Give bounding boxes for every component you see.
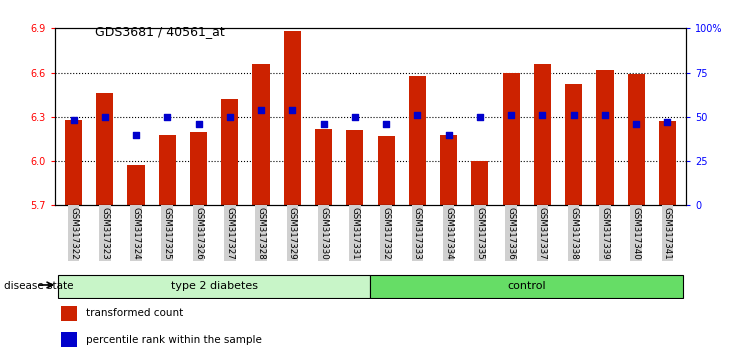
Point bbox=[537, 112, 548, 118]
Bar bbox=[315, 129, 332, 205]
Text: percentile rank within the sample: percentile rank within the sample bbox=[86, 335, 262, 345]
Point bbox=[318, 121, 329, 127]
Text: GSM317340: GSM317340 bbox=[631, 207, 641, 259]
Bar bbox=[502, 73, 520, 205]
Text: GSM317339: GSM317339 bbox=[600, 207, 610, 259]
Text: GSM317325: GSM317325 bbox=[163, 207, 172, 259]
Text: GSM317329: GSM317329 bbox=[288, 207, 297, 259]
Text: disease state: disease state bbox=[4, 281, 73, 291]
Text: GSM317337: GSM317337 bbox=[538, 207, 547, 259]
Text: transformed count: transformed count bbox=[86, 308, 183, 318]
Text: GDS3681 / 40561_at: GDS3681 / 40561_at bbox=[95, 25, 225, 38]
Point bbox=[255, 107, 267, 113]
Point bbox=[443, 132, 455, 137]
Point bbox=[286, 107, 298, 113]
Bar bbox=[409, 75, 426, 205]
Point bbox=[474, 114, 485, 120]
Bar bbox=[565, 84, 583, 205]
Point bbox=[161, 114, 173, 120]
Bar bbox=[96, 93, 113, 205]
Bar bbox=[128, 166, 145, 205]
Bar bbox=[61, 332, 77, 347]
Bar bbox=[377, 136, 395, 205]
Bar bbox=[190, 132, 207, 205]
Point bbox=[224, 114, 236, 120]
Bar bbox=[61, 306, 77, 321]
Bar bbox=[253, 64, 269, 205]
Text: GSM317331: GSM317331 bbox=[350, 207, 359, 259]
Text: GSM317336: GSM317336 bbox=[507, 207, 515, 259]
Point bbox=[505, 112, 517, 118]
Text: GSM317328: GSM317328 bbox=[256, 207, 266, 259]
Bar bbox=[659, 121, 676, 205]
Bar bbox=[370, 275, 683, 298]
Text: GSM317330: GSM317330 bbox=[319, 207, 328, 259]
Bar bbox=[58, 275, 370, 298]
Point bbox=[130, 132, 142, 137]
Text: GSM317324: GSM317324 bbox=[131, 207, 141, 259]
Bar bbox=[158, 135, 176, 205]
Point bbox=[599, 112, 611, 118]
Bar bbox=[440, 135, 457, 205]
Bar bbox=[596, 70, 613, 205]
Point bbox=[661, 119, 673, 125]
Point bbox=[380, 121, 392, 127]
Bar bbox=[65, 120, 82, 205]
Text: type 2 diabetes: type 2 diabetes bbox=[171, 281, 258, 291]
Text: GSM317341: GSM317341 bbox=[663, 207, 672, 259]
Point bbox=[568, 112, 580, 118]
Text: GSM317333: GSM317333 bbox=[413, 207, 422, 259]
Text: control: control bbox=[507, 281, 546, 291]
Point bbox=[68, 118, 80, 123]
Text: GSM317326: GSM317326 bbox=[194, 207, 203, 259]
Text: GSM317338: GSM317338 bbox=[569, 207, 578, 259]
Point bbox=[412, 112, 423, 118]
Point bbox=[630, 121, 642, 127]
Bar bbox=[628, 74, 645, 205]
Point bbox=[193, 121, 204, 127]
Point bbox=[99, 114, 111, 120]
Bar bbox=[221, 99, 239, 205]
Bar bbox=[284, 31, 301, 205]
Text: GSM317322: GSM317322 bbox=[69, 207, 78, 259]
Bar bbox=[534, 64, 551, 205]
Text: GSM317334: GSM317334 bbox=[444, 207, 453, 259]
Text: GSM317335: GSM317335 bbox=[475, 207, 485, 259]
Point bbox=[349, 114, 361, 120]
Text: GSM317323: GSM317323 bbox=[100, 207, 110, 259]
Text: GSM317327: GSM317327 bbox=[226, 207, 234, 259]
Bar bbox=[472, 161, 488, 205]
Bar bbox=[346, 130, 364, 205]
Text: GSM317332: GSM317332 bbox=[382, 207, 391, 259]
